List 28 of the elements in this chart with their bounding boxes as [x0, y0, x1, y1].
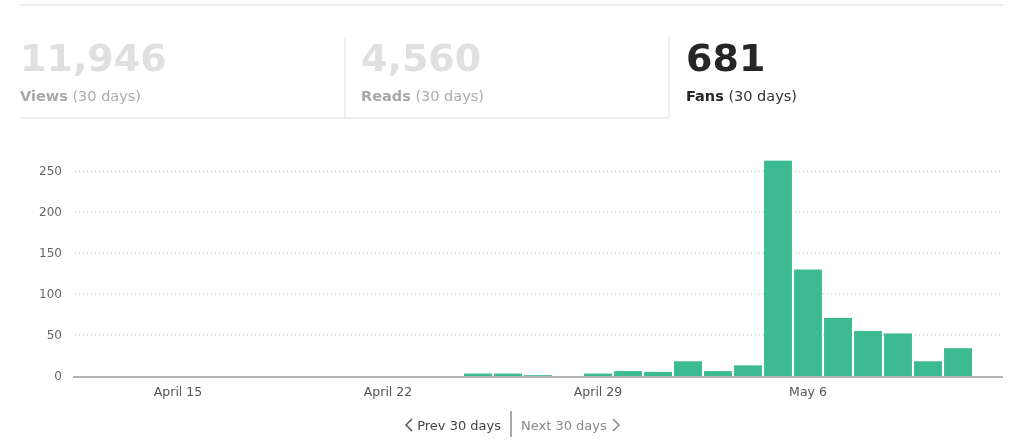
text: Next 30 days [521, 418, 607, 433]
x-tick-label: April 29 [573, 384, 623, 399]
bar [884, 333, 912, 376]
bar [914, 361, 942, 376]
x-tick-label: May 6 [789, 384, 827, 399]
bar [674, 361, 702, 376]
bar [854, 330, 882, 376]
y-tick-label: 200 [39, 205, 62, 220]
text: Fans (30 days) [686, 88, 798, 104]
text: Reads (30 days) [361, 88, 485, 104]
text: Prev 30 days [417, 418, 502, 433]
bar [704, 371, 732, 376]
text: 681 [686, 36, 766, 80]
y-tick-label: 50 [46, 328, 62, 343]
x-tick-label: April 22 [363, 384, 413, 399]
bar [794, 269, 822, 376]
text: Views (30 days) [20, 88, 142, 104]
bar [614, 371, 642, 376]
x-tick-label: April 15 [153, 384, 203, 399]
bar [944, 348, 972, 376]
y-tick-label: 100 [39, 287, 62, 302]
y-tick-label: 0 [54, 369, 62, 384]
bar [824, 317, 852, 376]
y-tick-label: 150 [39, 246, 62, 261]
bar [764, 160, 792, 376]
bar [734, 365, 762, 376]
bar [644, 371, 672, 376]
y-tick-label: 250 [39, 164, 62, 179]
